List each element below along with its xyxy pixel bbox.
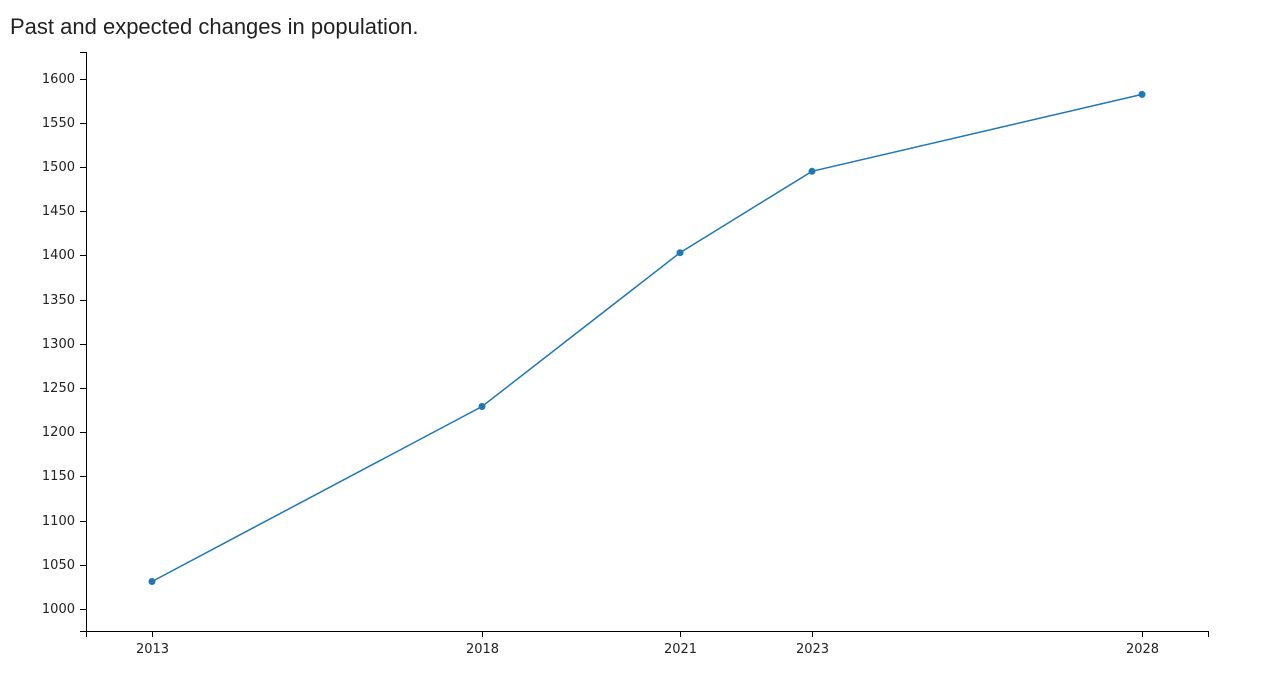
x-tick-label: 2018 [466, 642, 499, 657]
y-tick-label: 1200 [42, 425, 75, 440]
x-tick-label: 2023 [796, 642, 829, 657]
y-axis-line [80, 52, 87, 632]
data-point [1138, 90, 1146, 98]
data-point [478, 403, 486, 410]
plot-area [148, 90, 1146, 585]
y-tick-label: 1500 [42, 160, 75, 175]
y-tick-label: 1300 [42, 337, 75, 352]
y-tick-label: 1450 [42, 204, 75, 219]
x-tick-label: 2028 [1126, 642, 1159, 657]
x-tick-label: 2013 [136, 642, 169, 657]
y-tick-label: 1400 [42, 248, 75, 263]
x-axis-line [86, 631, 1209, 637]
y-tick-label: 1600 [42, 72, 75, 87]
x-tick-label: 2021 [664, 642, 697, 657]
y-tick-label: 1550 [42, 116, 75, 131]
chart-title: Past and expected changes in population. [10, 14, 419, 39]
data-point [148, 578, 156, 585]
y-tick-label: 1350 [42, 293, 75, 308]
data-point [676, 249, 684, 257]
x-axis: 2013 2018 2021 2023 2028 [86, 631, 1209, 657]
data-point [808, 167, 816, 175]
y-tick-label: 1150 [42, 469, 75, 484]
y-tick-label: 1050 [42, 558, 75, 573]
y-tick-label: 1100 [42, 514, 75, 529]
y-axis: 1000 1050 1100 1150 1200 1250 1300 1350 1400 1450… [42, 52, 87, 632]
series-line [151, 93, 1143, 583]
y-tick-label: 1250 [42, 381, 75, 396]
y-tick-label: 1000 [42, 602, 75, 617]
